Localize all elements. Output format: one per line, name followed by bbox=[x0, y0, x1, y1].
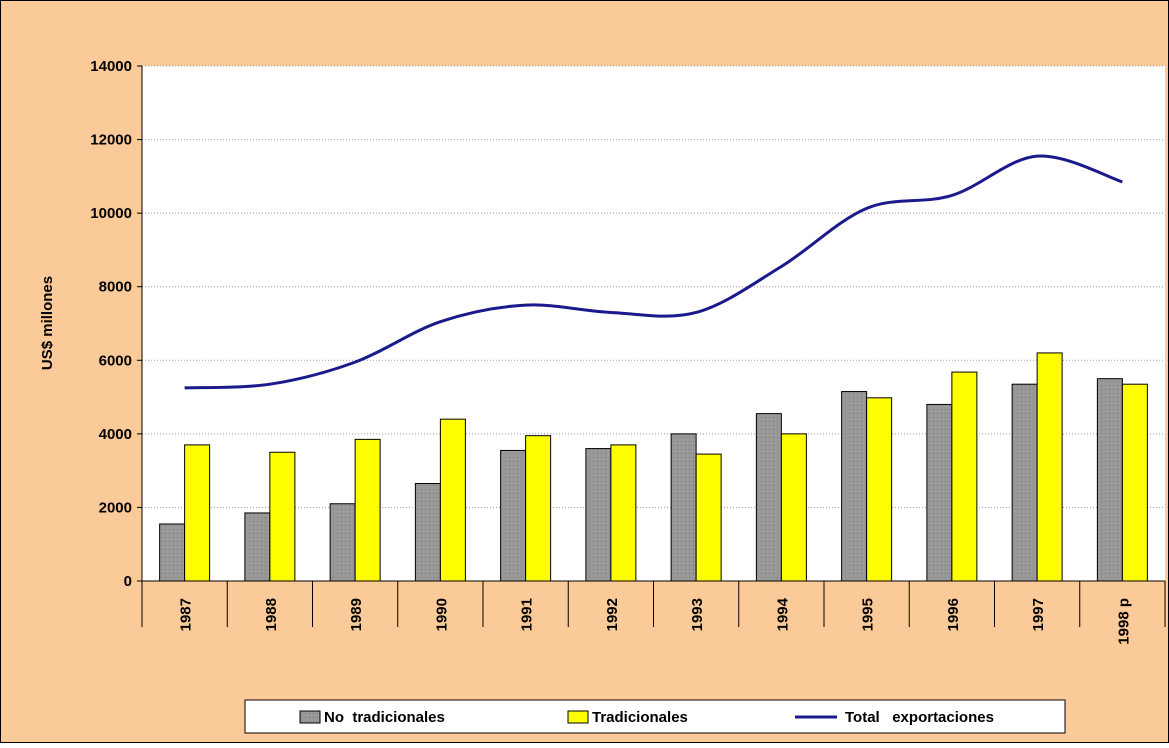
x-tick-label: 1994 bbox=[774, 597, 791, 631]
bar bbox=[1096, 378, 1123, 582]
bar bbox=[354, 438, 381, 582]
x-tick-label: 1991 bbox=[519, 598, 536, 631]
y-tick-label: 10000 bbox=[90, 205, 132, 222]
bar bbox=[525, 435, 552, 582]
y-tick-label: 6000 bbox=[99, 352, 132, 369]
bar bbox=[670, 433, 697, 582]
y-tick-label: 4000 bbox=[99, 426, 132, 443]
legend-label: Tradicionales bbox=[592, 709, 688, 726]
y-tick-label: 14000 bbox=[90, 58, 132, 75]
legend-label: Total exportaciones bbox=[845, 709, 994, 726]
x-tick-label: 1993 bbox=[689, 598, 706, 631]
x-tick-label: 1997 bbox=[1030, 598, 1047, 631]
line bbox=[184, 154, 1123, 390]
y-tick-label: 8000 bbox=[99, 279, 132, 296]
bar bbox=[414, 483, 441, 582]
x-tick-label: 1990 bbox=[433, 598, 450, 631]
y-tick-label: 0 bbox=[124, 573, 132, 590]
legend-swatch bbox=[299, 710, 321, 724]
x-tick-label: 1989 bbox=[348, 598, 365, 631]
x-tick-label: 1996 bbox=[945, 598, 962, 631]
bar bbox=[439, 418, 466, 582]
x-tick-label: 1992 bbox=[604, 598, 621, 631]
legend-label: No tradicionales bbox=[324, 709, 445, 726]
y-tick-label: 2000 bbox=[99, 499, 132, 516]
bar bbox=[1011, 383, 1038, 582]
x-tick-label: 1988 bbox=[263, 598, 280, 631]
x-tick-label: 1995 bbox=[860, 598, 877, 631]
y-tick-label: 12000 bbox=[90, 132, 132, 149]
bar bbox=[329, 503, 356, 582]
bar bbox=[610, 444, 637, 582]
y-axis-label: US$ millones bbox=[39, 276, 56, 370]
bar bbox=[780, 433, 807, 582]
bar bbox=[159, 523, 186, 582]
bar bbox=[244, 512, 271, 582]
bar bbox=[841, 391, 868, 582]
bar bbox=[269, 451, 296, 582]
bar bbox=[1121, 383, 1148, 582]
x-tick-label: 1987 bbox=[178, 598, 195, 631]
x-tick-label: 1998 p bbox=[1115, 598, 1132, 645]
bar bbox=[695, 453, 722, 582]
legend-swatch bbox=[567, 710, 589, 724]
bar bbox=[926, 403, 953, 582]
bar bbox=[184, 444, 211, 582]
plot-area bbox=[142, 66, 1165, 581]
bar bbox=[585, 448, 612, 582]
bar bbox=[951, 371, 978, 582]
bar bbox=[866, 397, 893, 582]
bar bbox=[755, 413, 782, 582]
bar bbox=[500, 449, 527, 582]
legend bbox=[244, 699, 1066, 734]
bar bbox=[1036, 352, 1063, 582]
